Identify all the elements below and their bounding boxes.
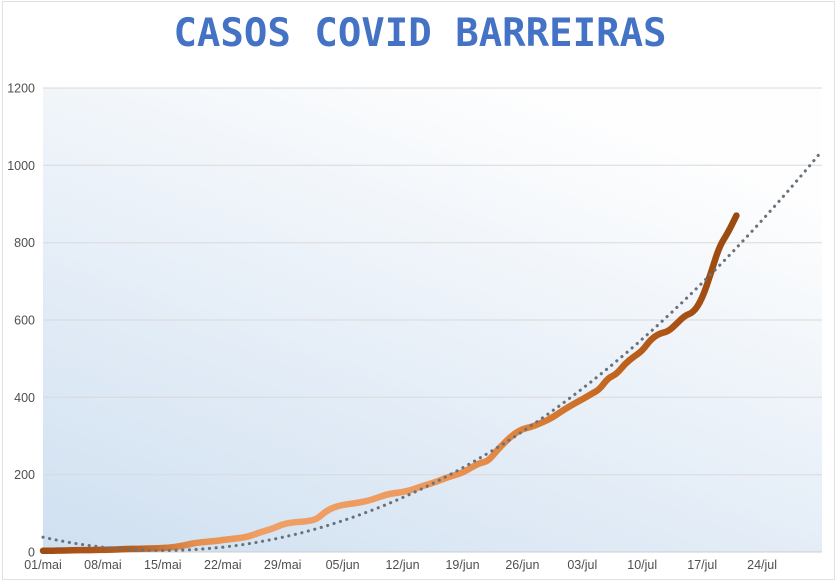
x-tick-label: 08/mai [84,558,122,572]
x-tick-label: 26/jun [505,558,539,572]
x-tick-label: 17/jul [687,558,717,572]
x-tick-label: 19/jun [445,558,479,572]
x-tick-label: 15/mai [144,558,182,572]
y-tick-label: 200 [14,468,35,482]
x-tick-label: 24/jul [747,558,777,572]
trend-line-dots [41,149,824,553]
y-tick-label: 800 [14,236,35,250]
x-tick-label: 01/mai [24,558,62,572]
chart-title: CASOS COVID BARREIRAS [173,11,667,56]
x-tick-label: 03/jul [567,558,597,572]
data-line-casos [39,212,740,555]
y-tick-label: 1200 [7,82,35,96]
x-tick-label: 05/jun [326,558,360,572]
y-tick-label: 0 [28,546,35,560]
y-tick-label: 400 [14,391,35,405]
y-tick-label: 1000 [7,159,35,173]
x-tick-label: 22/mai [204,558,242,572]
x-tick-label: 10/jul [627,558,657,572]
x-tick-label: 29/mai [264,558,302,572]
x-tick-label: 12/jun [385,558,419,572]
y-tick-label: 600 [14,314,35,328]
